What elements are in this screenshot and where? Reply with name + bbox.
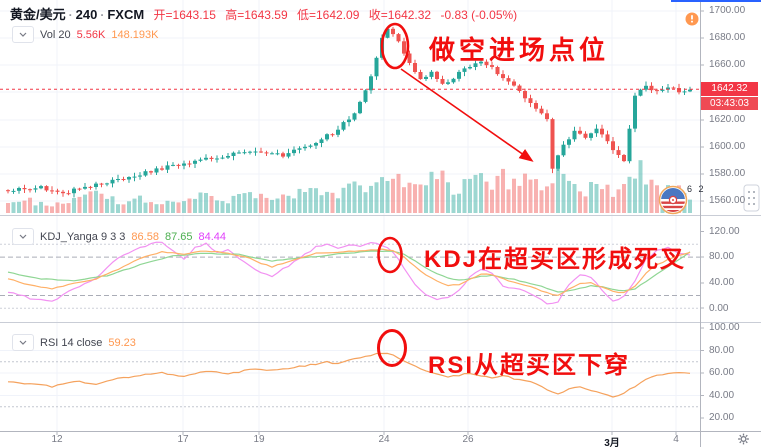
symbol-header: 黄金/美元 · 240 · FXCM 开=1643.15 高=1643.59 低=164… [10,4,517,23]
volume-label: Vol 20 [40,28,71,41]
symbol-name[interactable]: 黄金/美元 [10,7,66,22]
time-axis-label: 17 [177,434,189,445]
price-axis-label: 1620.00 [709,114,746,125]
entry-ellipse-annotation [380,22,410,70]
kdj-indicator-row: KDJ_Yanga 9 3 3 86.58 87.65 84.44 [12,228,226,245]
decline-arrow-annotation [400,68,534,162]
chevron-down-icon [19,234,27,239]
rsi-cross-annotation-text: RSI从超买区下穿 [428,352,631,379]
rsi-axis-label: 80.00 [709,345,735,356]
ohlc-close: 收=1642.32 [368,8,432,22]
volume-bars-layer [6,160,692,213]
kdj-d-value: 87.65 [164,230,193,243]
rsi-axis-label: 40.00 [709,390,735,401]
time-axis-label: 4 [673,434,679,445]
rsi-cross-ellipse-annotation [377,329,407,367]
watermark-count: 6 2 [687,184,706,194]
rsi-indicator-row: RSI 14 close 59.23 [12,334,136,351]
volume-value-1: 5.56K [76,28,106,41]
rsi-axis-label: 100.00 [709,322,740,333]
kdj-axis-label: 80.00 [709,251,735,262]
rsi-collapse-button[interactable] [12,334,34,351]
volume-collapse-button[interactable] [12,26,34,43]
interval-label[interactable]: 240 [75,7,98,22]
kdj-axis-label: 120.00 [709,226,740,237]
kdj-axis-label: 40.00 [709,277,735,288]
price-axis-label: 1680.00 [709,32,746,43]
ohlc-open: 开=1643.15 [153,8,216,22]
chevron-down-icon [19,32,27,37]
price-axis-label: 1700.00 [709,5,746,16]
separator-dot: · [100,8,105,22]
time-axis-label: 24 [378,434,390,445]
exchange-label: FXCM [107,7,145,22]
candlestick-layer [6,26,692,198]
kdj-k-value: 86.58 [131,230,159,243]
active-scale-indicator [671,0,761,2]
time-axis-label: 26 [462,434,474,445]
short-entry-annotation-text: 做空进场点位 [429,35,610,65]
kdj-label: KDJ_Yanga 9 3 3 [40,230,126,243]
time-axis-settings-gear-icon[interactable] [738,433,749,445]
price-axis-label: 1580.00 [709,168,746,179]
axis-ticks [56,10,704,435]
scale-drag-handle[interactable] [743,184,760,212]
price-axis-label: 1600.00 [709,141,746,152]
rsi-value: 59.23 [108,336,136,349]
kdj-axis-label: 0.00 [709,303,729,314]
rsi-label: RSI 14 close [40,336,103,349]
chevron-down-icon [19,340,27,345]
last-price-badge: 1642.32 [701,82,758,96]
ohlc-change: -0.83 (-0.05%) [440,8,518,22]
time-axis-label: 19 [253,434,265,445]
ohlc-high: 高=1643.59 [225,8,288,22]
time-axis-month-label: 3月 [604,438,620,447]
kdj-collapse-button[interactable] [12,228,34,245]
kdj-j-value: 84.44 [198,230,227,243]
grid-layer [0,0,700,431]
volume-value-2: 148.193K [111,28,159,41]
steamship-logo [658,185,688,215]
rsi-axis-label: 60.00 [709,367,735,378]
bar-countdown-badge: 03:43:03 [701,96,758,110]
kdj-cross-ellipse-annotation [377,236,403,274]
separator-dot: · [68,8,73,22]
ohlc-low: 低=1642.09 [296,8,360,22]
data-warning-icon[interactable] [685,12,699,26]
volume-indicator-row: Vol 20 5.56K 148.193K [12,26,158,43]
price-axis-label: 1560.00 [709,195,746,206]
indicator-lines-layer [7,241,691,398]
price-axis-label: 1660.00 [709,59,746,70]
time-axis-label: 12 [51,434,63,445]
kdj-cross-annotation-text: KDJ在超买区形成死叉 [424,246,687,273]
rsi-axis-label: 20.00 [709,412,735,423]
